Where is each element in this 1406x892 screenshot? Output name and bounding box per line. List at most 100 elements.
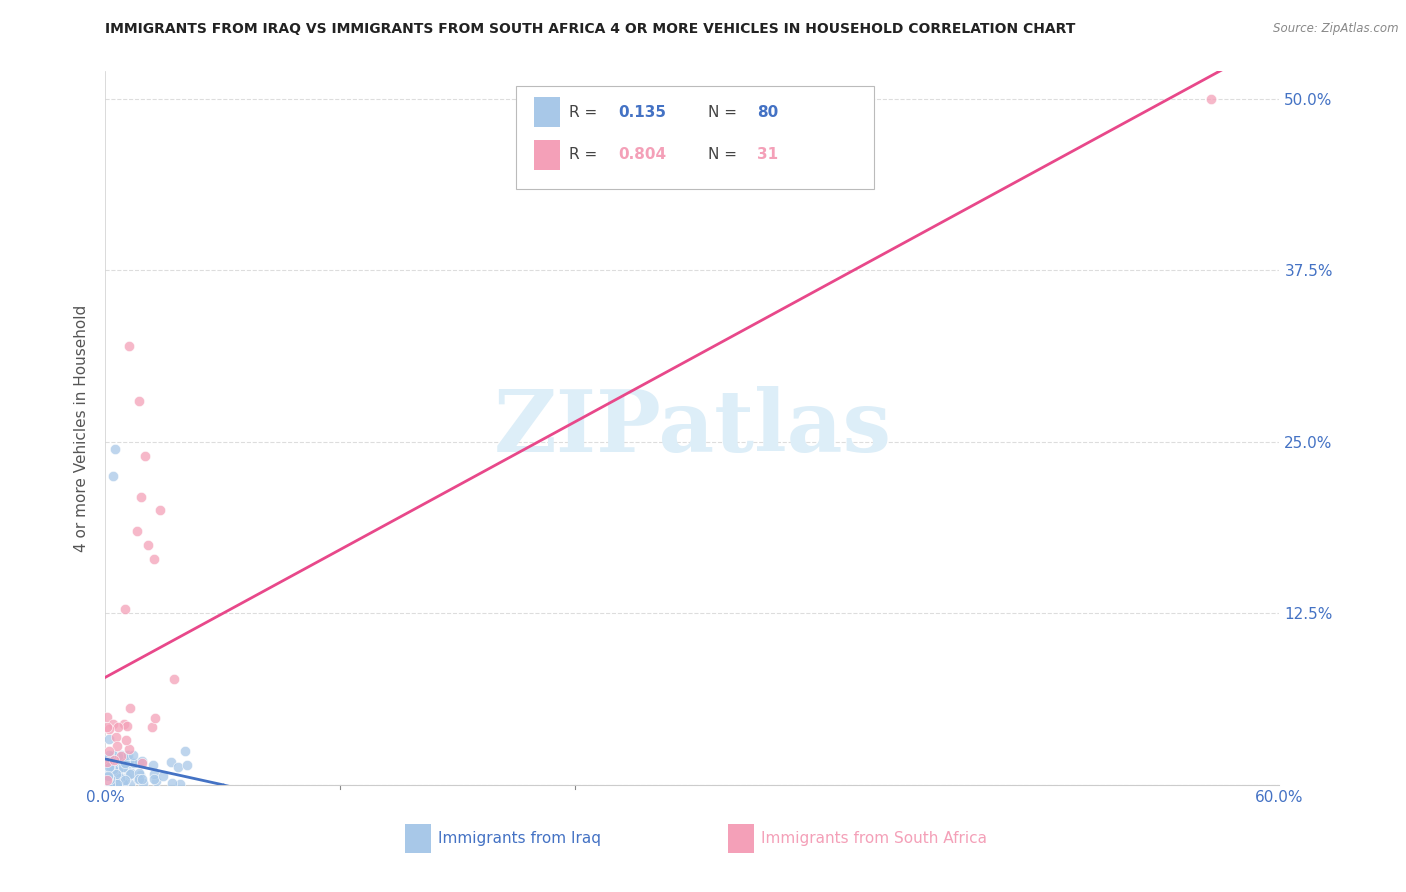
Point — [1199, 92, 1222, 106]
Text: 0.135: 0.135 — [619, 104, 666, 120]
Point — [128, 755, 150, 769]
Text: Source: ZipAtlas.com: Source: ZipAtlas.com — [1274, 22, 1399, 36]
Point — [163, 672, 186, 686]
Point — [129, 490, 152, 504]
Point — [110, 747, 132, 762]
Point — [111, 772, 134, 787]
Point — [160, 755, 183, 769]
Point — [104, 772, 127, 787]
Text: R =: R = — [569, 147, 602, 162]
Point — [122, 756, 145, 771]
Point — [143, 551, 166, 566]
Point — [100, 772, 122, 786]
Point — [101, 764, 124, 778]
Point — [111, 771, 134, 785]
Point — [107, 766, 129, 780]
Point — [152, 769, 174, 783]
Point — [120, 700, 142, 714]
Point — [98, 744, 121, 758]
Point — [96, 773, 118, 788]
Bar — [405, 824, 430, 853]
Point — [127, 772, 149, 786]
Point — [104, 767, 127, 781]
Point — [104, 731, 127, 745]
Point — [142, 772, 165, 786]
Point — [96, 709, 118, 723]
Point — [96, 774, 118, 789]
Point — [97, 767, 120, 781]
Point — [107, 774, 129, 789]
Point — [104, 442, 127, 456]
Bar — [534, 97, 560, 127]
Point — [104, 756, 127, 771]
Point — [96, 752, 118, 766]
Point — [128, 393, 150, 408]
Point — [107, 764, 129, 778]
Point — [101, 747, 124, 762]
Text: ZIPatlas: ZIPatlas — [494, 386, 891, 470]
Point — [96, 721, 118, 735]
Point — [114, 773, 136, 788]
Point — [118, 339, 141, 353]
Point — [114, 761, 136, 775]
Point — [112, 760, 135, 774]
FancyBboxPatch shape — [516, 86, 875, 189]
Point — [110, 748, 132, 763]
Point — [104, 760, 127, 774]
Text: N =: N = — [707, 147, 741, 162]
Point — [132, 776, 155, 790]
Point — [142, 758, 165, 772]
Point — [160, 776, 183, 790]
Point — [103, 761, 125, 775]
Point — [112, 775, 135, 789]
Point — [103, 469, 125, 483]
Point — [112, 776, 135, 790]
Text: 0.804: 0.804 — [619, 147, 666, 162]
Point — [145, 773, 167, 788]
Point — [112, 716, 135, 731]
Point — [174, 743, 197, 757]
Point — [104, 762, 127, 776]
Point — [96, 772, 118, 787]
Point — [166, 759, 188, 773]
Point — [131, 754, 153, 768]
Point — [108, 771, 131, 785]
Point — [176, 758, 198, 772]
Point — [97, 771, 120, 785]
Point — [128, 768, 150, 782]
Point — [103, 748, 125, 763]
Point — [101, 762, 124, 776]
Point — [107, 749, 129, 764]
Point — [98, 748, 121, 763]
Point — [143, 767, 166, 781]
Point — [103, 717, 125, 731]
Point — [169, 776, 191, 790]
Point — [117, 770, 139, 784]
Point — [96, 769, 118, 783]
Bar — [728, 824, 754, 853]
Point — [141, 720, 163, 734]
Point — [131, 772, 153, 787]
Point — [100, 757, 122, 772]
Point — [96, 772, 118, 786]
Point — [98, 732, 121, 747]
Point — [118, 753, 141, 767]
Point — [138, 538, 160, 552]
Point — [97, 770, 120, 784]
Bar — [534, 140, 560, 169]
Text: Immigrants from South Africa: Immigrants from South Africa — [761, 831, 987, 846]
Point — [114, 756, 136, 771]
Point — [117, 747, 139, 762]
Point — [98, 759, 121, 773]
Point — [107, 720, 129, 734]
Point — [98, 764, 121, 779]
Point — [98, 763, 121, 777]
Text: 80: 80 — [756, 104, 779, 120]
Point — [114, 771, 136, 785]
Point — [112, 751, 135, 765]
Point — [118, 742, 141, 756]
Point — [103, 753, 125, 767]
Point — [134, 449, 156, 463]
Point — [149, 503, 172, 517]
Point — [120, 766, 142, 780]
